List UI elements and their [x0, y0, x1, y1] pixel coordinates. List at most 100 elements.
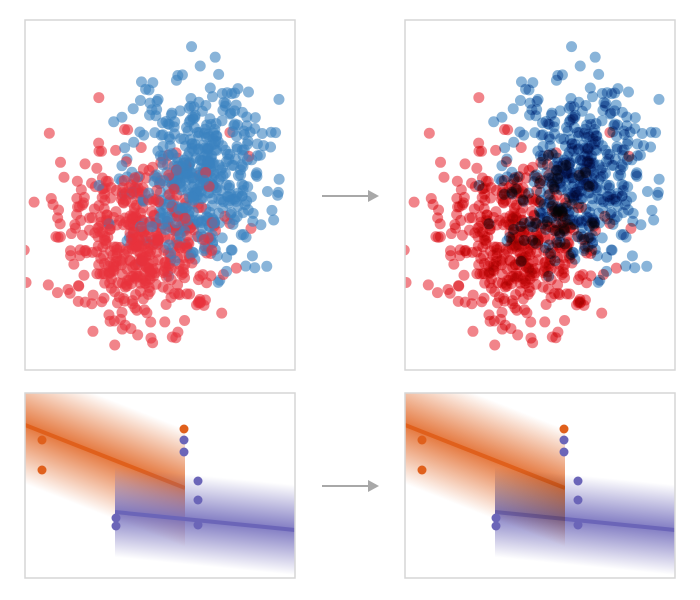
dot: [165, 274, 177, 286]
dot: [610, 99, 622, 111]
dot: [612, 170, 624, 182]
dot: [552, 69, 564, 81]
dot: [564, 134, 576, 146]
dot: [586, 91, 598, 103]
dot: [574, 60, 586, 72]
dot: [186, 41, 198, 53]
dot: [584, 113, 596, 125]
dot: [653, 173, 665, 185]
dot: [621, 111, 633, 123]
dot: [251, 150, 263, 162]
dot: [576, 222, 588, 234]
dot: [241, 111, 253, 123]
dot: [209, 144, 221, 156]
dot: [474, 226, 486, 238]
dot: [434, 218, 446, 230]
dot: [604, 195, 616, 207]
dot: [531, 95, 543, 107]
dot: [617, 228, 629, 240]
dot: [100, 235, 112, 247]
dot: [484, 315, 496, 327]
dot: [65, 250, 77, 262]
dot: [100, 214, 112, 226]
dot: [458, 269, 470, 281]
dot: [242, 86, 254, 98]
dot: [172, 326, 184, 338]
dot: [181, 165, 193, 177]
dot: [559, 315, 571, 327]
dot: [244, 126, 256, 138]
dot: [543, 197, 555, 209]
dot: [134, 126, 146, 138]
dot: [520, 230, 532, 242]
dot: [102, 175, 114, 187]
dot: [576, 105, 588, 117]
dot: [535, 129, 547, 141]
dot: [146, 205, 158, 217]
dot: [582, 155, 594, 167]
dot: [487, 264, 499, 276]
dot: [527, 263, 539, 275]
dot: [573, 476, 583, 486]
dot: [198, 127, 210, 139]
dot: [186, 257, 198, 269]
dot: [221, 87, 233, 99]
dot: [491, 513, 501, 523]
dot: [601, 265, 613, 277]
dot: [25, 277, 32, 289]
dot: [539, 316, 551, 328]
dot: [237, 228, 249, 240]
dot: [603, 179, 615, 191]
dot: [422, 279, 434, 291]
dot: [596, 307, 608, 319]
dot: [567, 113, 579, 125]
dot: [375, 283, 386, 294]
dot: [152, 232, 164, 244]
dot: [217, 170, 229, 182]
dot: [91, 162, 103, 174]
dot: [202, 155, 214, 167]
dot: [506, 196, 518, 208]
dot: [209, 217, 221, 229]
dot: [198, 234, 210, 246]
dot: [506, 211, 518, 223]
dot: [126, 211, 138, 223]
dot: [534, 212, 546, 224]
dot: [217, 162, 229, 174]
dot: [641, 260, 653, 272]
dot: [213, 193, 225, 205]
dot: [597, 170, 609, 182]
dot: [548, 183, 560, 195]
dot: [471, 162, 483, 174]
dot: [216, 232, 228, 244]
dot: [174, 230, 186, 242]
dot: [198, 299, 210, 311]
dot: [631, 150, 643, 162]
panel-frame: [24, 19, 296, 371]
dot: [473, 145, 485, 157]
dot: [128, 136, 140, 148]
dot: [110, 206, 122, 218]
dot: [405, 277, 412, 289]
dot: [198, 174, 210, 186]
band: [495, 457, 675, 578]
dot: [223, 179, 235, 191]
dot: [491, 521, 501, 531]
dot: [54, 231, 66, 243]
dot: [528, 195, 540, 207]
dot: [480, 214, 492, 226]
dot: [622, 181, 634, 193]
dot: [482, 175, 494, 187]
dot: [174, 241, 186, 253]
dot: [179, 424, 189, 434]
dot: [272, 189, 284, 201]
dot: [552, 326, 564, 338]
dot: [648, 214, 660, 226]
dot: [163, 239, 175, 251]
dot: [629, 112, 641, 124]
dot: [122, 124, 134, 136]
dot: [489, 339, 501, 351]
dot: [490, 144, 502, 156]
dot: [216, 307, 228, 319]
dot: [148, 195, 160, 207]
